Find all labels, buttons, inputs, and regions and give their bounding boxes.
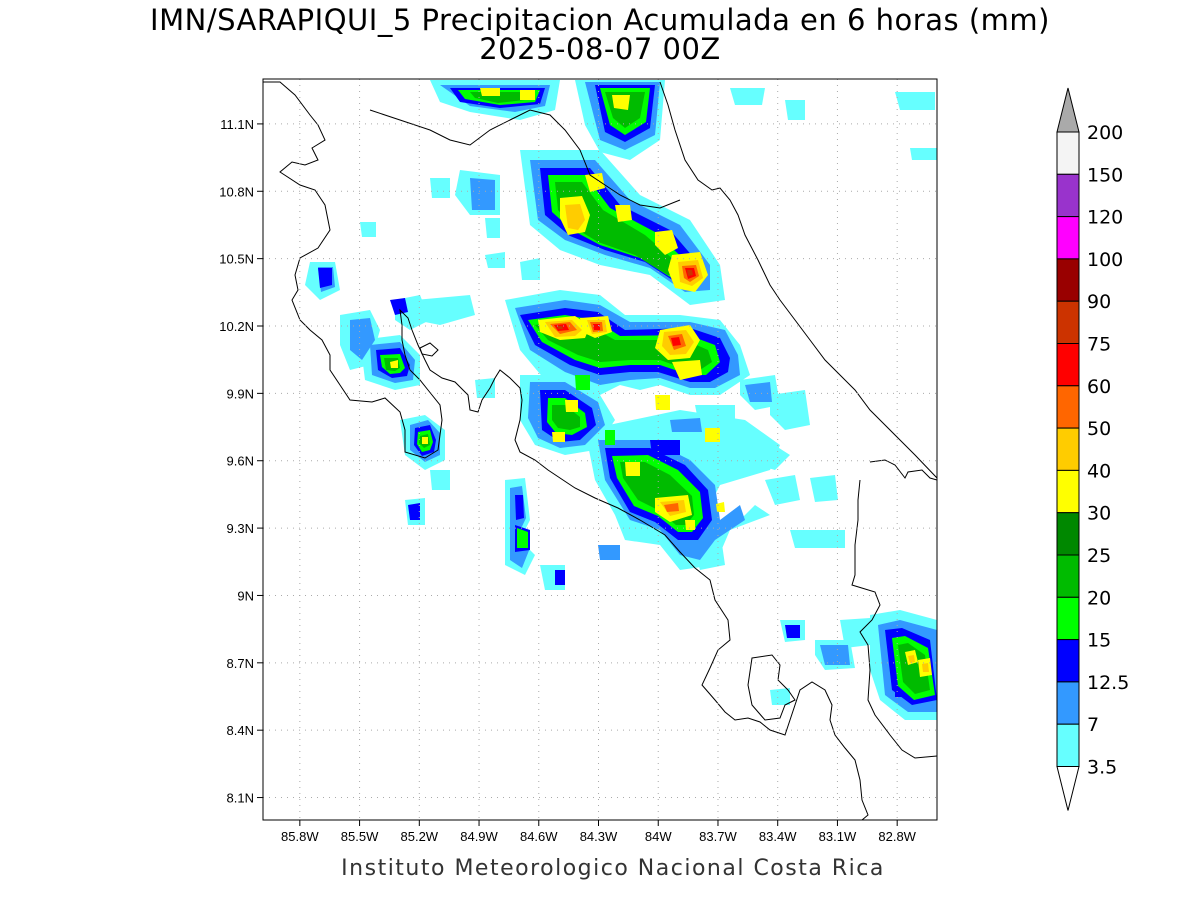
- latitude-axis: 11.1N 10.8N 10.5N 10.2N 9.9N 9.6N 9.3N 9N 8.7N 8.…: [219, 117, 263, 806]
- precip-7mm: [318, 82, 937, 712]
- lat-tick-label: 8.7N: [227, 656, 254, 671]
- grid-lines: [263, 79, 937, 820]
- colorbar-label: 60: [1087, 376, 1111, 398]
- precip-3.5mm: [305, 80, 937, 720]
- lon-tick-label: 84.6W: [520, 829, 558, 844]
- colorbar-top-arrow: [1056, 87, 1080, 133]
- lon-tick-label: 83.7W: [699, 829, 737, 844]
- colorbar-label: 75: [1087, 334, 1111, 356]
- osa-peninsula: [747, 654, 796, 721]
- lon-tick-label: 85.2W: [401, 829, 439, 844]
- colorbar-label: 12.5: [1087, 672, 1129, 694]
- caribbean-coast: [659, 81, 937, 479]
- colorbar-segment: [1056, 216, 1080, 260]
- colorbar-segment: [1056, 469, 1080, 514]
- lon-tick-label: 84.3W: [580, 829, 618, 844]
- colorbar-label: 90: [1087, 291, 1111, 313]
- colorbar-label: 100: [1087, 249, 1123, 271]
- lon-tick-label: 83.1W: [819, 829, 857, 844]
- precipitation-field: [305, 80, 937, 720]
- lat-tick-label: 10.8N: [219, 184, 254, 199]
- colorbar-segment: [1056, 512, 1080, 556]
- lat-tick-label: 10.2N: [219, 319, 254, 334]
- nicoya-gulf-island: [419, 342, 439, 357]
- nicaragua-pacific-coast: [263, 81, 869, 820]
- colorbar-segment: [1056, 723, 1080, 768]
- lat-tick-label: 8.1N: [227, 791, 254, 806]
- colorbar-segment: [1056, 639, 1080, 683]
- map-title: IMN/SARAPIQUI_5 Precipitacion Acumulada …: [150, 3, 1050, 37]
- colorbar-segment: [1056, 173, 1080, 218]
- lon-tick-label: 84W: [645, 829, 672, 844]
- colorbar-label: 15: [1087, 630, 1111, 652]
- precip-75mm: [557, 270, 693, 329]
- colorbar: 200 150 120 100 90 75 60 50 40 30 25 20 15 12.5 7 3.5: [1056, 87, 1129, 811]
- lat-tick-label: 11.1N: [220, 117, 254, 132]
- colorbar-segment: [1056, 554, 1080, 598]
- coastlines-and-borders: [263, 81, 937, 820]
- colorbar-label: 200: [1087, 122, 1123, 144]
- colorbar-label: 120: [1087, 207, 1123, 229]
- colorbar-label: 25: [1087, 545, 1111, 567]
- nicaragua-cr-border: [369, 109, 681, 209]
- colorbar-bottom-arrow: [1056, 766, 1080, 811]
- lon-tick-label: 85.5W: [341, 829, 379, 844]
- precip-12.5mm: [318, 85, 937, 705]
- footer-credit: Instituto Meteorologico Nacional Costa R…: [341, 856, 885, 881]
- colorbar-segment: [1056, 131, 1080, 175]
- map-subtitle: 2025-08-07 00Z: [479, 32, 721, 66]
- colorbar-segment: [1056, 681, 1080, 725]
- colorbar-label: 30: [1087, 503, 1111, 525]
- lat-tick-label: 9.6N: [227, 454, 254, 469]
- colorbar-label: 20: [1087, 587, 1111, 609]
- lat-tick-label: 8.4N: [227, 723, 254, 738]
- colorbar-label: 40: [1087, 460, 1111, 482]
- colorbar-segment: [1056, 385, 1080, 429]
- colorbar-label: 3.5: [1087, 757, 1117, 779]
- lon-tick-label: 83.4W: [759, 829, 797, 844]
- plot-frame: [262, 78, 938, 821]
- colorbar-segment: [1056, 258, 1080, 302]
- longitude-axis: 85.8W 85.5W 85.2W 84.9W 84.6W 84.3W 84W 83.7W 83…: [281, 820, 917, 844]
- lon-tick-label: 85.8W: [281, 829, 319, 844]
- lat-tick-label: 9N: [237, 588, 254, 603]
- lat-tick-label: 10.5N: [219, 252, 254, 267]
- lon-tick-label: 82.8W: [878, 829, 916, 844]
- colorbar-segment: [1056, 300, 1080, 345]
- colorbar-segment: [1056, 343, 1080, 387]
- colorbar-label: 7: [1087, 714, 1099, 736]
- panama-border: [851, 459, 937, 759]
- lat-tick-label: 9.3N: [227, 521, 254, 536]
- colorbar-label: 50: [1087, 418, 1111, 440]
- colorbar-label: 150: [1087, 164, 1123, 186]
- colorbar-segment: [1056, 596, 1080, 641]
- lat-tick-label: 9.9N: [227, 386, 254, 401]
- colorbar-segment: [1056, 427, 1080, 471]
- lon-tick-label: 84.9W: [460, 829, 498, 844]
